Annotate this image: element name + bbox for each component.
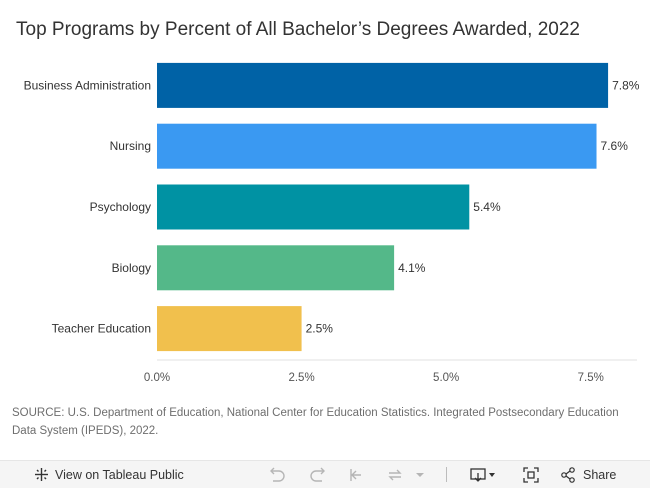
undo-icon xyxy=(268,467,286,483)
share-icon xyxy=(560,466,576,483)
revert-icon xyxy=(347,467,365,483)
tableau-logo-icon xyxy=(34,467,49,482)
category-label: Biology xyxy=(112,261,151,275)
fullscreen-icon xyxy=(523,466,539,483)
redo-button[interactable] xyxy=(309,461,327,488)
pause-menu-button[interactable] xyxy=(415,461,425,488)
category-label: Nursing xyxy=(110,139,151,153)
category-label: Business Administration xyxy=(24,78,151,92)
data-label: 4.1% xyxy=(398,261,426,275)
view-on-tableau-label: View on Tableau Public xyxy=(55,467,184,482)
share-button[interactable]: Share xyxy=(560,461,616,488)
download-icon xyxy=(470,467,496,483)
fullscreen-button[interactable] xyxy=(523,461,539,488)
bar xyxy=(157,123,597,169)
refresh-button[interactable] xyxy=(386,461,404,488)
data-label: 7.8% xyxy=(612,78,640,92)
chevron-down-icon xyxy=(415,470,425,480)
tableau-toolbar: View on Tableau Public xyxy=(0,460,650,488)
redo-icon xyxy=(309,467,327,483)
bar-chart: Business Administration 7.8% Nursing 7.6% Ps… xyxy=(24,62,640,384)
data-label: 5.4% xyxy=(473,200,501,214)
x-tick-label: 7.5% xyxy=(578,372,604,384)
x-tick-label: 0.0% xyxy=(144,372,170,384)
data-label: 7.6% xyxy=(601,139,629,153)
revert-button[interactable] xyxy=(347,461,365,488)
toolbar-separator xyxy=(446,467,447,482)
view-on-tableau-link[interactable]: View on Tableau Public xyxy=(34,461,184,488)
category-label: Teacher Education xyxy=(52,322,151,336)
bar xyxy=(157,306,302,352)
refresh-icon xyxy=(386,467,404,483)
bar xyxy=(157,245,395,291)
data-label: 2.5% xyxy=(306,322,334,336)
source-note: SOURCE: U.S. Department of Education, Na… xyxy=(12,407,619,437)
category-label: Psychology xyxy=(90,200,151,214)
chart-title: Top Programs by Percent of All Bachelor’… xyxy=(16,19,580,40)
undo-button[interactable] xyxy=(268,461,286,488)
share-label: Share xyxy=(583,467,617,482)
bar xyxy=(157,184,470,230)
x-tick-label: 5.0% xyxy=(433,372,459,384)
download-button[interactable] xyxy=(470,461,496,488)
bar xyxy=(157,62,609,108)
x-tick-label: 2.5% xyxy=(288,372,314,384)
